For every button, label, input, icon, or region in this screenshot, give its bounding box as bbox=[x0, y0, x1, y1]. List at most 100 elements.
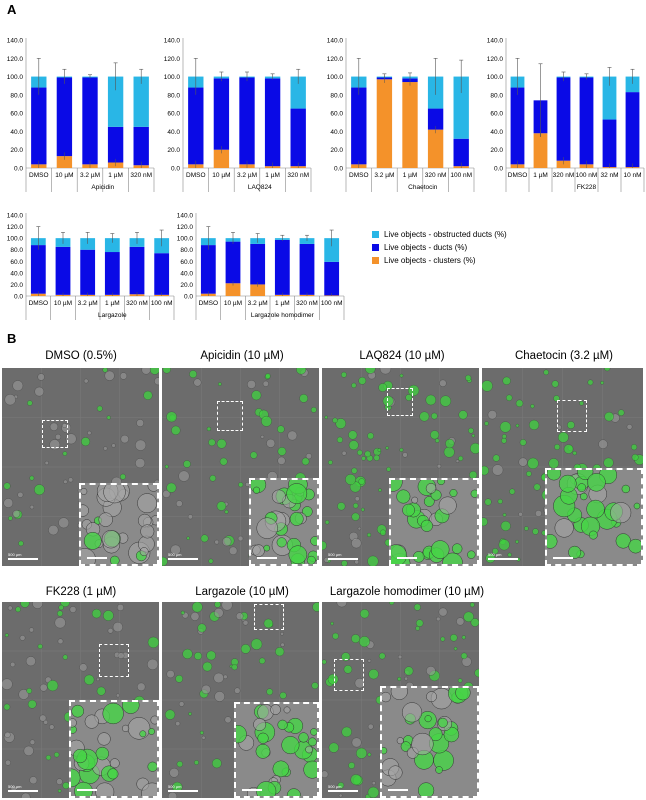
cell-cluster bbox=[351, 737, 362, 748]
cell-cluster bbox=[61, 423, 67, 428]
fluorescent-cell-cluster bbox=[303, 760, 317, 779]
fluorescent-cell-cluster bbox=[277, 719, 288, 730]
bar-segment-ducts bbox=[264, 78, 281, 167]
x-tick-label: DMSO bbox=[199, 300, 219, 307]
fluorescent-cell-cluster bbox=[603, 457, 614, 468]
panel-b-label: B bbox=[7, 331, 17, 346]
fluorescent-cell-cluster bbox=[377, 448, 382, 452]
cell-cluster bbox=[404, 676, 408, 681]
cell-cluster bbox=[4, 394, 16, 406]
x-tick-label: 320 nM bbox=[425, 172, 447, 179]
fluorescent-cell-cluster bbox=[257, 732, 269, 744]
micrograph-title-chaetocin: Chaetocin (3.2 µM) bbox=[514, 350, 614, 362]
bar-segment-ducts bbox=[239, 77, 255, 165]
scale-bar bbox=[488, 558, 518, 560]
fluorescent-cell-cluster bbox=[413, 603, 421, 611]
cell-cluster bbox=[141, 368, 151, 375]
fluorescent-cell-cluster bbox=[351, 467, 358, 474]
fluorescent-cell-cluster bbox=[310, 536, 317, 546]
cell-cluster bbox=[137, 682, 146, 691]
cell-cluster bbox=[3, 498, 14, 508]
fluorescent-cell-cluster bbox=[457, 678, 463, 683]
micrograph-largazole: 500 µm bbox=[162, 602, 319, 798]
legend-label-ducts: Live objects - ducts (%) bbox=[384, 243, 468, 252]
fluorescent-cell-cluster bbox=[20, 602, 30, 608]
fluorescent-cell-cluster bbox=[250, 638, 263, 650]
bar-segment-clusters bbox=[556, 160, 571, 168]
bar-segment-clusters bbox=[213, 149, 230, 168]
fluorescent-cell-cluster bbox=[435, 766, 443, 774]
fluorescent-cell-cluster bbox=[206, 426, 212, 432]
bar-segment-ducts bbox=[351, 87, 367, 165]
cell-cluster bbox=[29, 627, 34, 633]
scale-bar-label: 500 µm bbox=[8, 552, 22, 557]
x-tick-label: DMSO bbox=[349, 172, 369, 179]
fluorescent-cell-cluster bbox=[265, 373, 271, 379]
y-tick-label: 0.0 bbox=[494, 166, 503, 173]
zoom-inset bbox=[249, 478, 319, 566]
fluorescent-cell-cluster bbox=[471, 434, 476, 438]
x-tick-label: 10 µM bbox=[224, 300, 242, 307]
fluorescent-cell-cluster bbox=[360, 507, 365, 512]
fluorescent-cell-cluster bbox=[501, 437, 507, 444]
fluorescent-cell-cluster bbox=[336, 436, 343, 443]
cell-cluster bbox=[237, 535, 244, 542]
cell-cluster bbox=[104, 370, 115, 381]
cell-cluster bbox=[280, 632, 284, 636]
cell-cluster bbox=[29, 505, 34, 510]
cell-cluster bbox=[154, 377, 159, 386]
fluorescent-cell-cluster bbox=[216, 501, 227, 511]
fluorescent-cell-cluster bbox=[424, 715, 432, 723]
cell-cluster bbox=[322, 770, 329, 778]
fluorescent-cell-cluster bbox=[325, 520, 330, 525]
fluorescent-cell-cluster bbox=[430, 540, 450, 559]
cell-cluster bbox=[190, 612, 200, 621]
cell-cluster bbox=[135, 439, 147, 451]
scale-bar bbox=[168, 558, 198, 560]
fluorescent-cell-cluster bbox=[139, 730, 147, 738]
fluorescent-cell-cluster bbox=[451, 543, 463, 554]
fluorescent-cell-cluster bbox=[71, 768, 81, 788]
bar-segment-obstructed bbox=[104, 238, 120, 253]
fluorescent-cell-cluster bbox=[263, 618, 274, 629]
cell-cluster bbox=[162, 490, 171, 498]
cell-cluster bbox=[83, 378, 89, 384]
fluorescent-cell-cluster bbox=[440, 636, 446, 642]
zoom-region-box bbox=[387, 388, 413, 416]
y-tick-label: 20.0 bbox=[167, 147, 180, 154]
cell-cluster bbox=[101, 530, 121, 549]
fluorescent-cell-cluster bbox=[277, 447, 287, 456]
y-tick-label: 20.0 bbox=[490, 147, 503, 154]
x-tick-label: 10 µM bbox=[54, 300, 72, 307]
fluorescent-cell-cluster bbox=[397, 677, 402, 681]
cell-cluster bbox=[141, 782, 157, 796]
fluorescent-cell-cluster bbox=[455, 688, 471, 701]
bar-segment-clusters bbox=[376, 79, 393, 168]
fluorescent-cell-cluster bbox=[351, 512, 360, 521]
fluorescent-cell-cluster bbox=[102, 702, 124, 725]
cell-cluster bbox=[598, 439, 608, 449]
zoom-inset bbox=[545, 468, 643, 566]
fluorescent-cell-cluster bbox=[224, 509, 229, 514]
fluorescent-cell-cluster bbox=[306, 555, 316, 564]
cell-cluster bbox=[287, 430, 298, 441]
cell-cluster bbox=[81, 504, 89, 517]
fluorescent-cell-cluster bbox=[425, 394, 437, 406]
fluorescent-cell-cluster bbox=[263, 544, 271, 552]
x-tick-label: 1 µM bbox=[105, 300, 120, 307]
micrograph-largazole-homodimer: 500 µm bbox=[322, 602, 479, 798]
laq824-bar-chart: 0.0 20.0 40.0 60.0 80.0 100.0 120.0 140.0 DMSO 10… bbox=[164, 38, 312, 192]
cell-cluster bbox=[170, 544, 181, 556]
fluorescent-cell-cluster bbox=[327, 673, 339, 685]
fluorescent-cell-cluster bbox=[443, 726, 460, 743]
cell-cluster bbox=[12, 380, 24, 391]
bar-segment-obstructed bbox=[453, 76, 469, 139]
cell-cluster bbox=[223, 674, 228, 679]
cell-cluster bbox=[117, 604, 124, 611]
cell-cluster bbox=[5, 759, 11, 766]
fluorescent-cell-cluster bbox=[484, 421, 489, 426]
bar-segment-ducts bbox=[510, 87, 525, 165]
fluorescent-cell-cluster bbox=[199, 730, 204, 735]
cell-cluster bbox=[71, 717, 77, 728]
treatment-group-label: LAQ824 bbox=[248, 184, 272, 191]
